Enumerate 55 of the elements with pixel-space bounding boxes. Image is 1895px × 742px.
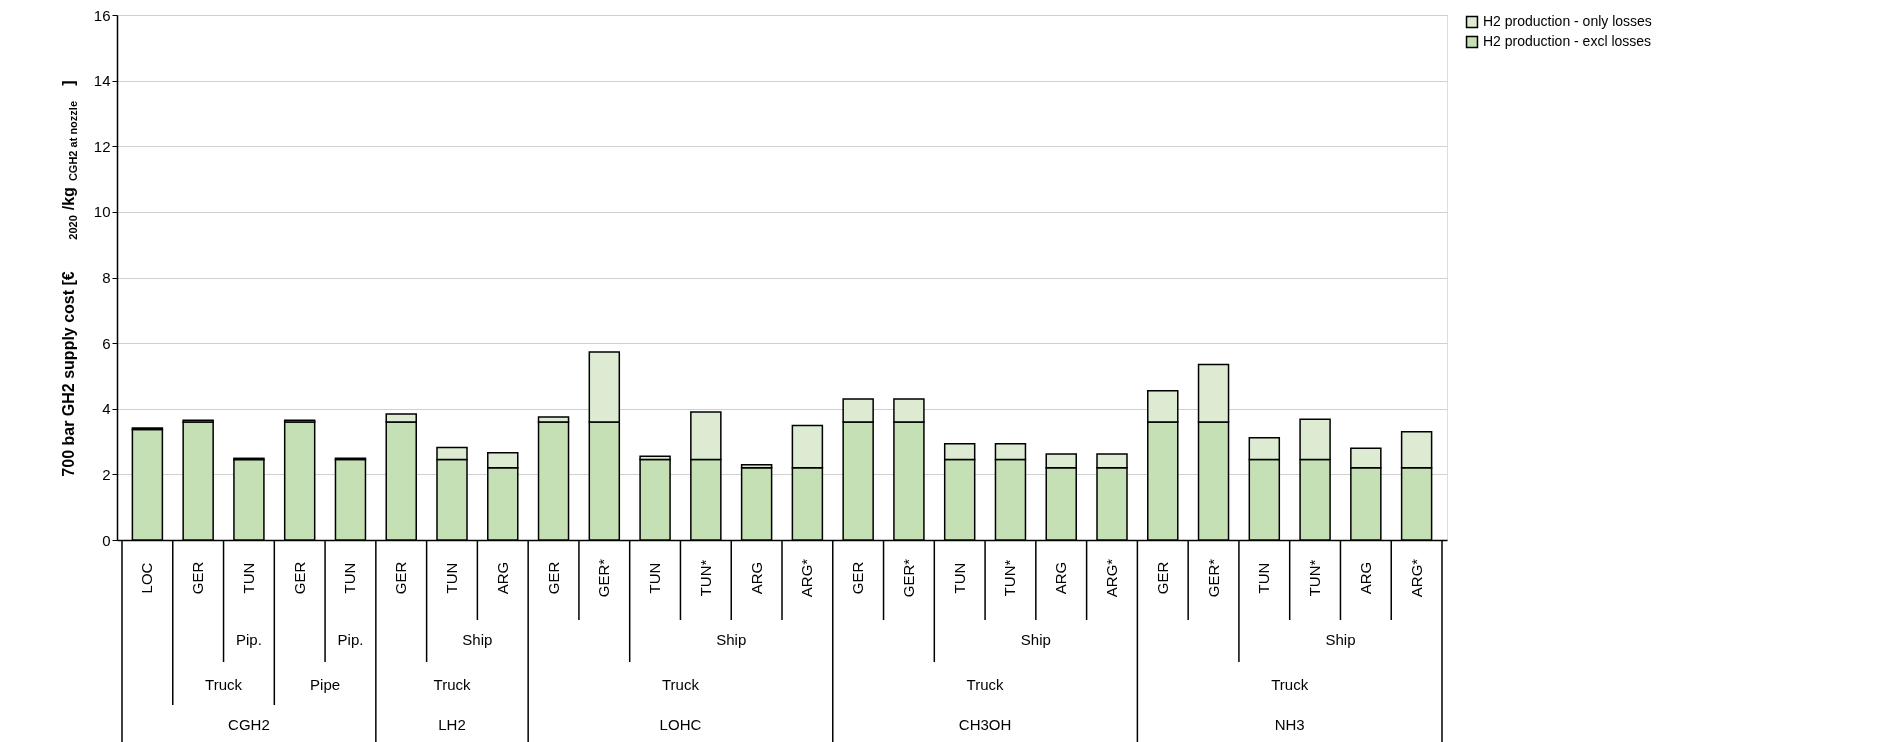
x-tick-label: TUN — [341, 562, 359, 594]
x-tick-label: ARG* — [1103, 558, 1120, 598]
legend-label: H2 production - excl losses — [1483, 33, 1652, 49]
legend-label: H2 production - only losses — [1483, 13, 1652, 29]
text: Truck — [205, 676, 243, 693]
x-tick-label: ARG — [1052, 561, 1070, 595]
x-tick-label: TUN — [239, 562, 257, 594]
x-tick-label: ARG — [1356, 561, 1374, 595]
y-tick-label: 12 — [93, 137, 111, 155]
x-tick-label: GER — [544, 561, 562, 595]
x-tick-label: ARG — [493, 561, 511, 595]
x-tick-label: ARG — [747, 561, 765, 595]
x-tick-label: ARG* — [798, 558, 816, 598]
text: Truck — [1271, 676, 1309, 693]
x-tick-label: TUN* — [1001, 559, 1019, 597]
text: Truck — [966, 676, 1005, 693]
x-tick-label: TUN — [950, 562, 968, 594]
x-tick-label: LOC — [138, 562, 156, 594]
x-tick-label: GER — [189, 561, 207, 595]
y-tick-label: 4 — [102, 400, 111, 418]
text: CGH2 — [228, 716, 270, 733]
x-tick-label: GER* — [1204, 558, 1222, 598]
x-tick-label: TUN — [443, 562, 460, 594]
text: Pip. — [235, 631, 262, 648]
y-tick-label: 8 — [102, 269, 111, 286]
text: Ship — [716, 631, 747, 648]
y-tick-label: 10 — [93, 203, 111, 221]
text: Truck — [661, 676, 700, 693]
x-tick-label: TUN* — [696, 559, 714, 597]
x-tick-label: TUN — [1255, 562, 1273, 594]
x-tick-label: GER — [1153, 561, 1171, 595]
text: Pip. — [337, 631, 364, 648]
text: Ship — [1020, 631, 1051, 648]
y-tick-label: 0 — [102, 531, 111, 549]
text: LH2 — [438, 716, 466, 733]
y-tick-label: 6 — [102, 334, 111, 352]
text: Truck — [433, 676, 471, 693]
y-tick-label: 14 — [93, 72, 111, 90]
y-tick-label: 2 — [102, 465, 111, 483]
x-tick-label: ARG* — [1407, 558, 1425, 598]
x-tick-label: GER* — [899, 558, 917, 598]
text: Ship — [462, 631, 493, 648]
x-tick-label: TUN* — [1306, 559, 1324, 597]
text: NH3 — [1274, 716, 1305, 733]
x-tick-label: GER — [849, 561, 867, 595]
text: CH3OH — [958, 716, 1012, 733]
x-tick-label: TUN — [646, 562, 664, 594]
x-tick-label: GER — [392, 561, 410, 595]
text: Pipe — [310, 676, 341, 693]
y-tick-label: 16 — [93, 6, 111, 24]
text: LOHC — [659, 716, 702, 733]
text: 700 bar GH2 supply cost [€2020/kgCGH2 at nozzle] — [60, 80, 79, 477]
x-tick-label: GER* — [595, 558, 613, 598]
x-tick-label: GER — [290, 561, 308, 595]
text: Ship — [1325, 631, 1356, 648]
